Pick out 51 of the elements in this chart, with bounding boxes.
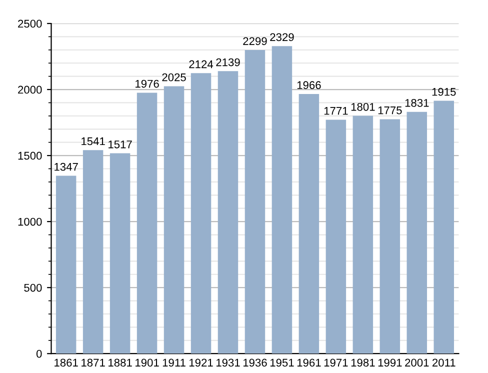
bar — [406, 112, 428, 354]
bar — [56, 176, 76, 354]
x-tick-label: 1901 — [136, 358, 159, 367]
bar — [82, 150, 104, 354]
bar — [190, 73, 212, 354]
x-tick-label: 1861 — [54, 358, 78, 367]
x-tick-label: 1911 — [162, 358, 186, 367]
x-tick-label: 1991 — [378, 358, 402, 367]
x-tick-label: 1981 — [351, 358, 375, 367]
data-label: 1966 — [297, 81, 321, 90]
y-tick-label: 500 — [24, 284, 42, 292]
bar — [380, 119, 400, 354]
bar — [298, 94, 320, 354]
bar — [326, 120, 346, 354]
bar — [164, 86, 184, 354]
x-tick-label: 1881 — [108, 358, 132, 367]
x-tick-label: 1936 — [243, 358, 267, 367]
data-label: 1517 — [108, 140, 132, 148]
x-tick-label: 1951 — [270, 358, 294, 367]
bar — [136, 92, 158, 354]
x-tick-label: 2011 — [432, 358, 456, 367]
data-label: 1831 — [405, 98, 429, 107]
data-label: 1541 — [82, 137, 105, 146]
bar — [218, 71, 238, 354]
bar — [244, 50, 266, 354]
y-tick-label: 1500 — [18, 152, 42, 160]
bar — [110, 153, 130, 354]
data-label: 1347 — [54, 162, 78, 171]
x-tick-label: 1971 — [324, 358, 348, 367]
x-tick-label: 1921 — [190, 358, 213, 367]
data-label: 2124 — [189, 60, 214, 68]
data-label: 1775 — [378, 106, 402, 114]
x-tick-label: 1931 — [216, 358, 240, 367]
y-tick-label: 1000 — [18, 218, 42, 226]
data-label: 1801 — [351, 102, 375, 111]
data-label: 1976 — [136, 80, 159, 88]
data-label: 1771 — [324, 107, 348, 115]
x-tick-label: 1871 — [82, 358, 105, 367]
y-tick-label: 0 — [36, 350, 42, 358]
data-label: 1915 — [432, 88, 456, 96]
x-tick-label: 2001 — [405, 358, 429, 367]
bar — [352, 116, 374, 354]
bar — [272, 46, 292, 354]
data-label: 2329 — [270, 33, 294, 42]
data-label: 2139 — [216, 58, 240, 66]
y-tick-label: 2500 — [18, 20, 42, 28]
y-tick-label: 2000 — [18, 86, 42, 94]
data-label: 2299 — [243, 37, 267, 46]
bar — [434, 100, 454, 354]
data-label: 2025 — [162, 73, 186, 82]
x-tick-label: 1961 — [297, 358, 321, 367]
